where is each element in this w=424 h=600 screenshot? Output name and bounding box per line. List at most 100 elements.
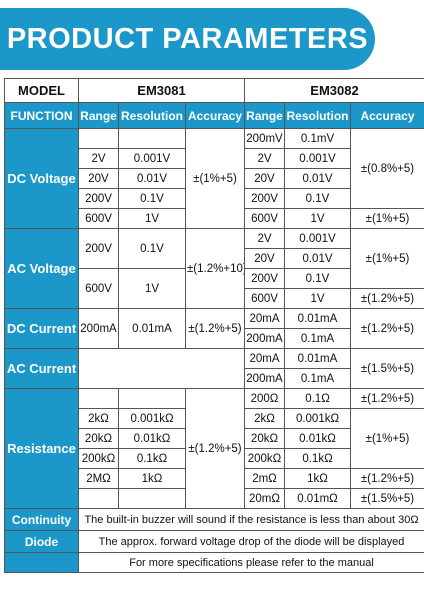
- table-row: 600V 1V ±(1.2%+5): [5, 288, 424, 309]
- ac-voltage-range-b: 2V: [244, 228, 285, 249]
- dc-current-res-b: 0.01mA: [284, 308, 351, 329]
- resistance-accuracy-b3: ±(1.2%+5): [350, 468, 424, 489]
- table-row: 200V 0.1V 200V 0.1V: [5, 188, 424, 209]
- dc-current-res-a: 0.01mA: [118, 308, 186, 349]
- resistance-label: Resistance: [4, 388, 79, 509]
- dc-voltage-res-b: 0.1mV: [284, 128, 351, 149]
- resistance-accuracy-a: ±(1.2%+5): [185, 388, 245, 509]
- dc-current-range-a: 200mA: [78, 308, 119, 349]
- dc-voltage-label: DC Voltage: [4, 128, 79, 229]
- resistance-res-b: 1kΩ: [284, 468, 351, 489]
- dc-voltage-res-a: 0.01V: [118, 168, 186, 189]
- ac-current-range-b: 20mA: [244, 348, 285, 369]
- resistance-res-b: 0.01kΩ: [284, 428, 351, 449]
- resistance-range-b: 20mΩ: [244, 488, 285, 509]
- ac-voltage-res-b: 1V: [284, 288, 351, 309]
- dc-voltage-accuracy-a: ±(1%+5): [185, 128, 245, 229]
- range-header-a: Range: [78, 102, 119, 129]
- ac-voltage-res-b: 0.1V: [284, 268, 351, 289]
- resistance-range-b: 200Ω: [244, 388, 285, 409]
- title-banner: PRODUCT PARAMETERS: [0, 8, 375, 70]
- table-row: 200mA 0.1mA: [5, 368, 424, 389]
- resolution-header-b: Resolution: [284, 102, 351, 129]
- resistance-res-a: 0.001kΩ: [118, 408, 186, 429]
- ac-voltage-range-a: 200V: [78, 228, 119, 269]
- table-row: For more specifications please refer to …: [4, 552, 424, 573]
- resistance-range-a: 20kΩ: [78, 428, 119, 449]
- table-row: 200kΩ 0.1kΩ 200kΩ 0.1kΩ: [5, 448, 424, 469]
- resistance-range-b: 2kΩ: [244, 408, 285, 429]
- footer-blank: [4, 552, 79, 573]
- range-header-b: Range: [244, 102, 285, 129]
- empty-cell: [118, 128, 186, 149]
- dc-voltage-res-b: 1V: [284, 208, 351, 229]
- dc-voltage-res-b: 0.1V: [284, 188, 351, 209]
- dc-current-res-b: 0.1mA: [284, 328, 351, 349]
- table-row: AC Current 20mA 0.01mA ±(1.5%+5): [4, 348, 424, 389]
- dc-voltage-accuracy-b2: ±(1%+5): [350, 208, 424, 229]
- table-row: DC Voltage ±(1%+5) 200mV 0.1mV ±(0.8%+5): [4, 128, 424, 229]
- dc-voltage-range-a: 2V: [78, 148, 119, 169]
- empty-cell: [118, 388, 186, 409]
- resistance-res-b: 0.1Ω: [284, 388, 351, 409]
- table-row: Diode The approx. forward voltage drop o…: [4, 530, 424, 553]
- ac-voltage-range-b: 600V: [244, 288, 285, 309]
- dc-voltage-res-b: 0.01V: [284, 168, 351, 189]
- resistance-res-b: 0.01mΩ: [284, 488, 351, 509]
- accuracy-header-a: Accuracy: [185, 102, 245, 129]
- table-row: 600V 1V 200V 0.1V: [5, 268, 424, 309]
- resistance-res-a: 0.01kΩ: [118, 428, 186, 449]
- model-row: MODEL EM3081 EM3082: [4, 78, 424, 103]
- dc-voltage-range-a: 600V: [78, 208, 119, 229]
- function-label: FUNCTION: [4, 102, 79, 129]
- diode-label: Diode: [4, 530, 79, 553]
- ac-current-label: AC Current: [4, 348, 79, 389]
- dc-current-accuracy-b: ±(1.2%+5): [350, 308, 424, 349]
- ac-current-accuracy-b: ±(1.5%+5): [350, 348, 424, 389]
- ac-voltage-res-b: 0.001V: [284, 228, 351, 249]
- dc-voltage-res-b: 0.001V: [284, 148, 351, 169]
- resistance-accuracy-b4: ±(1.5%+5): [350, 488, 424, 509]
- ac-voltage-res-a: 1V: [118, 268, 186, 309]
- ac-voltage-accuracy-b1: ±(1%+5): [350, 228, 424, 289]
- dc-current-accuracy-a: ±(1.2%+5): [185, 308, 245, 349]
- empty-cell: [78, 348, 245, 389]
- continuity-text: The built-in buzzer will sound if the re…: [78, 508, 424, 531]
- table-row: 600V 1V 600V 1V ±(1%+5): [5, 208, 424, 229]
- resistance-range-a: 2kΩ: [78, 408, 119, 429]
- empty-cell: [78, 128, 119, 149]
- continuity-label: Continuity: [4, 508, 79, 531]
- model-em3081: EM3081: [78, 78, 245, 103]
- diode-text: The approx. forward voltage drop of the …: [78, 530, 424, 553]
- dc-voltage-res-a: 0.001V: [118, 148, 186, 169]
- empty-cell: [78, 488, 119, 509]
- dc-current-range-b: 20mA: [244, 308, 285, 329]
- table-row: 200mA 0.1mA: [5, 328, 424, 349]
- ac-voltage-accuracy-a: ±(1.2%+10): [185, 228, 245, 309]
- page-title: PRODUCT PARAMETERS: [6, 22, 369, 55]
- resistance-range-a: 200kΩ: [78, 448, 119, 469]
- resistance-accuracy-b2: ±(1%+5): [350, 408, 424, 469]
- table-row: AC Voltage 200V 0.1V ±(1.2%+10) 2V 0.001…: [4, 228, 424, 309]
- ac-voltage-range-b: 200V: [244, 268, 285, 289]
- ac-current-range-b: 200mA: [244, 368, 285, 389]
- ac-current-res-b: 0.01mA: [284, 348, 351, 369]
- model-em3082: EM3082: [244, 78, 424, 103]
- table-row: 20V 0.01V: [5, 248, 424, 269]
- dc-voltage-res-a: 0.1V: [118, 188, 186, 209]
- ac-voltage-accuracy-b2: ±(1.2%+5): [350, 288, 424, 309]
- ac-voltage-res-b: 0.01V: [284, 248, 351, 269]
- dc-voltage-range-b: 20V: [244, 168, 285, 189]
- ac-voltage-res-a: 0.1V: [118, 228, 186, 269]
- dc-current-label: DC Current: [4, 308, 79, 349]
- resistance-res-b: 0.1kΩ: [284, 448, 351, 469]
- function-row: FUNCTION Range Resolution Accuracy Range…: [4, 102, 424, 129]
- dc-voltage-range-b: 2V: [244, 148, 285, 169]
- resistance-accuracy-b1: ±(1.2%+5): [350, 388, 424, 409]
- resistance-range-a: 2MΩ: [78, 468, 119, 489]
- resistance-range-b: 200kΩ: [244, 448, 285, 469]
- empty-cell: [118, 488, 186, 509]
- resistance-res-a: 1kΩ: [118, 468, 186, 489]
- dc-voltage-accuracy-b1: ±(0.8%+5): [350, 128, 424, 209]
- ac-voltage-range-a: 600V: [78, 268, 119, 309]
